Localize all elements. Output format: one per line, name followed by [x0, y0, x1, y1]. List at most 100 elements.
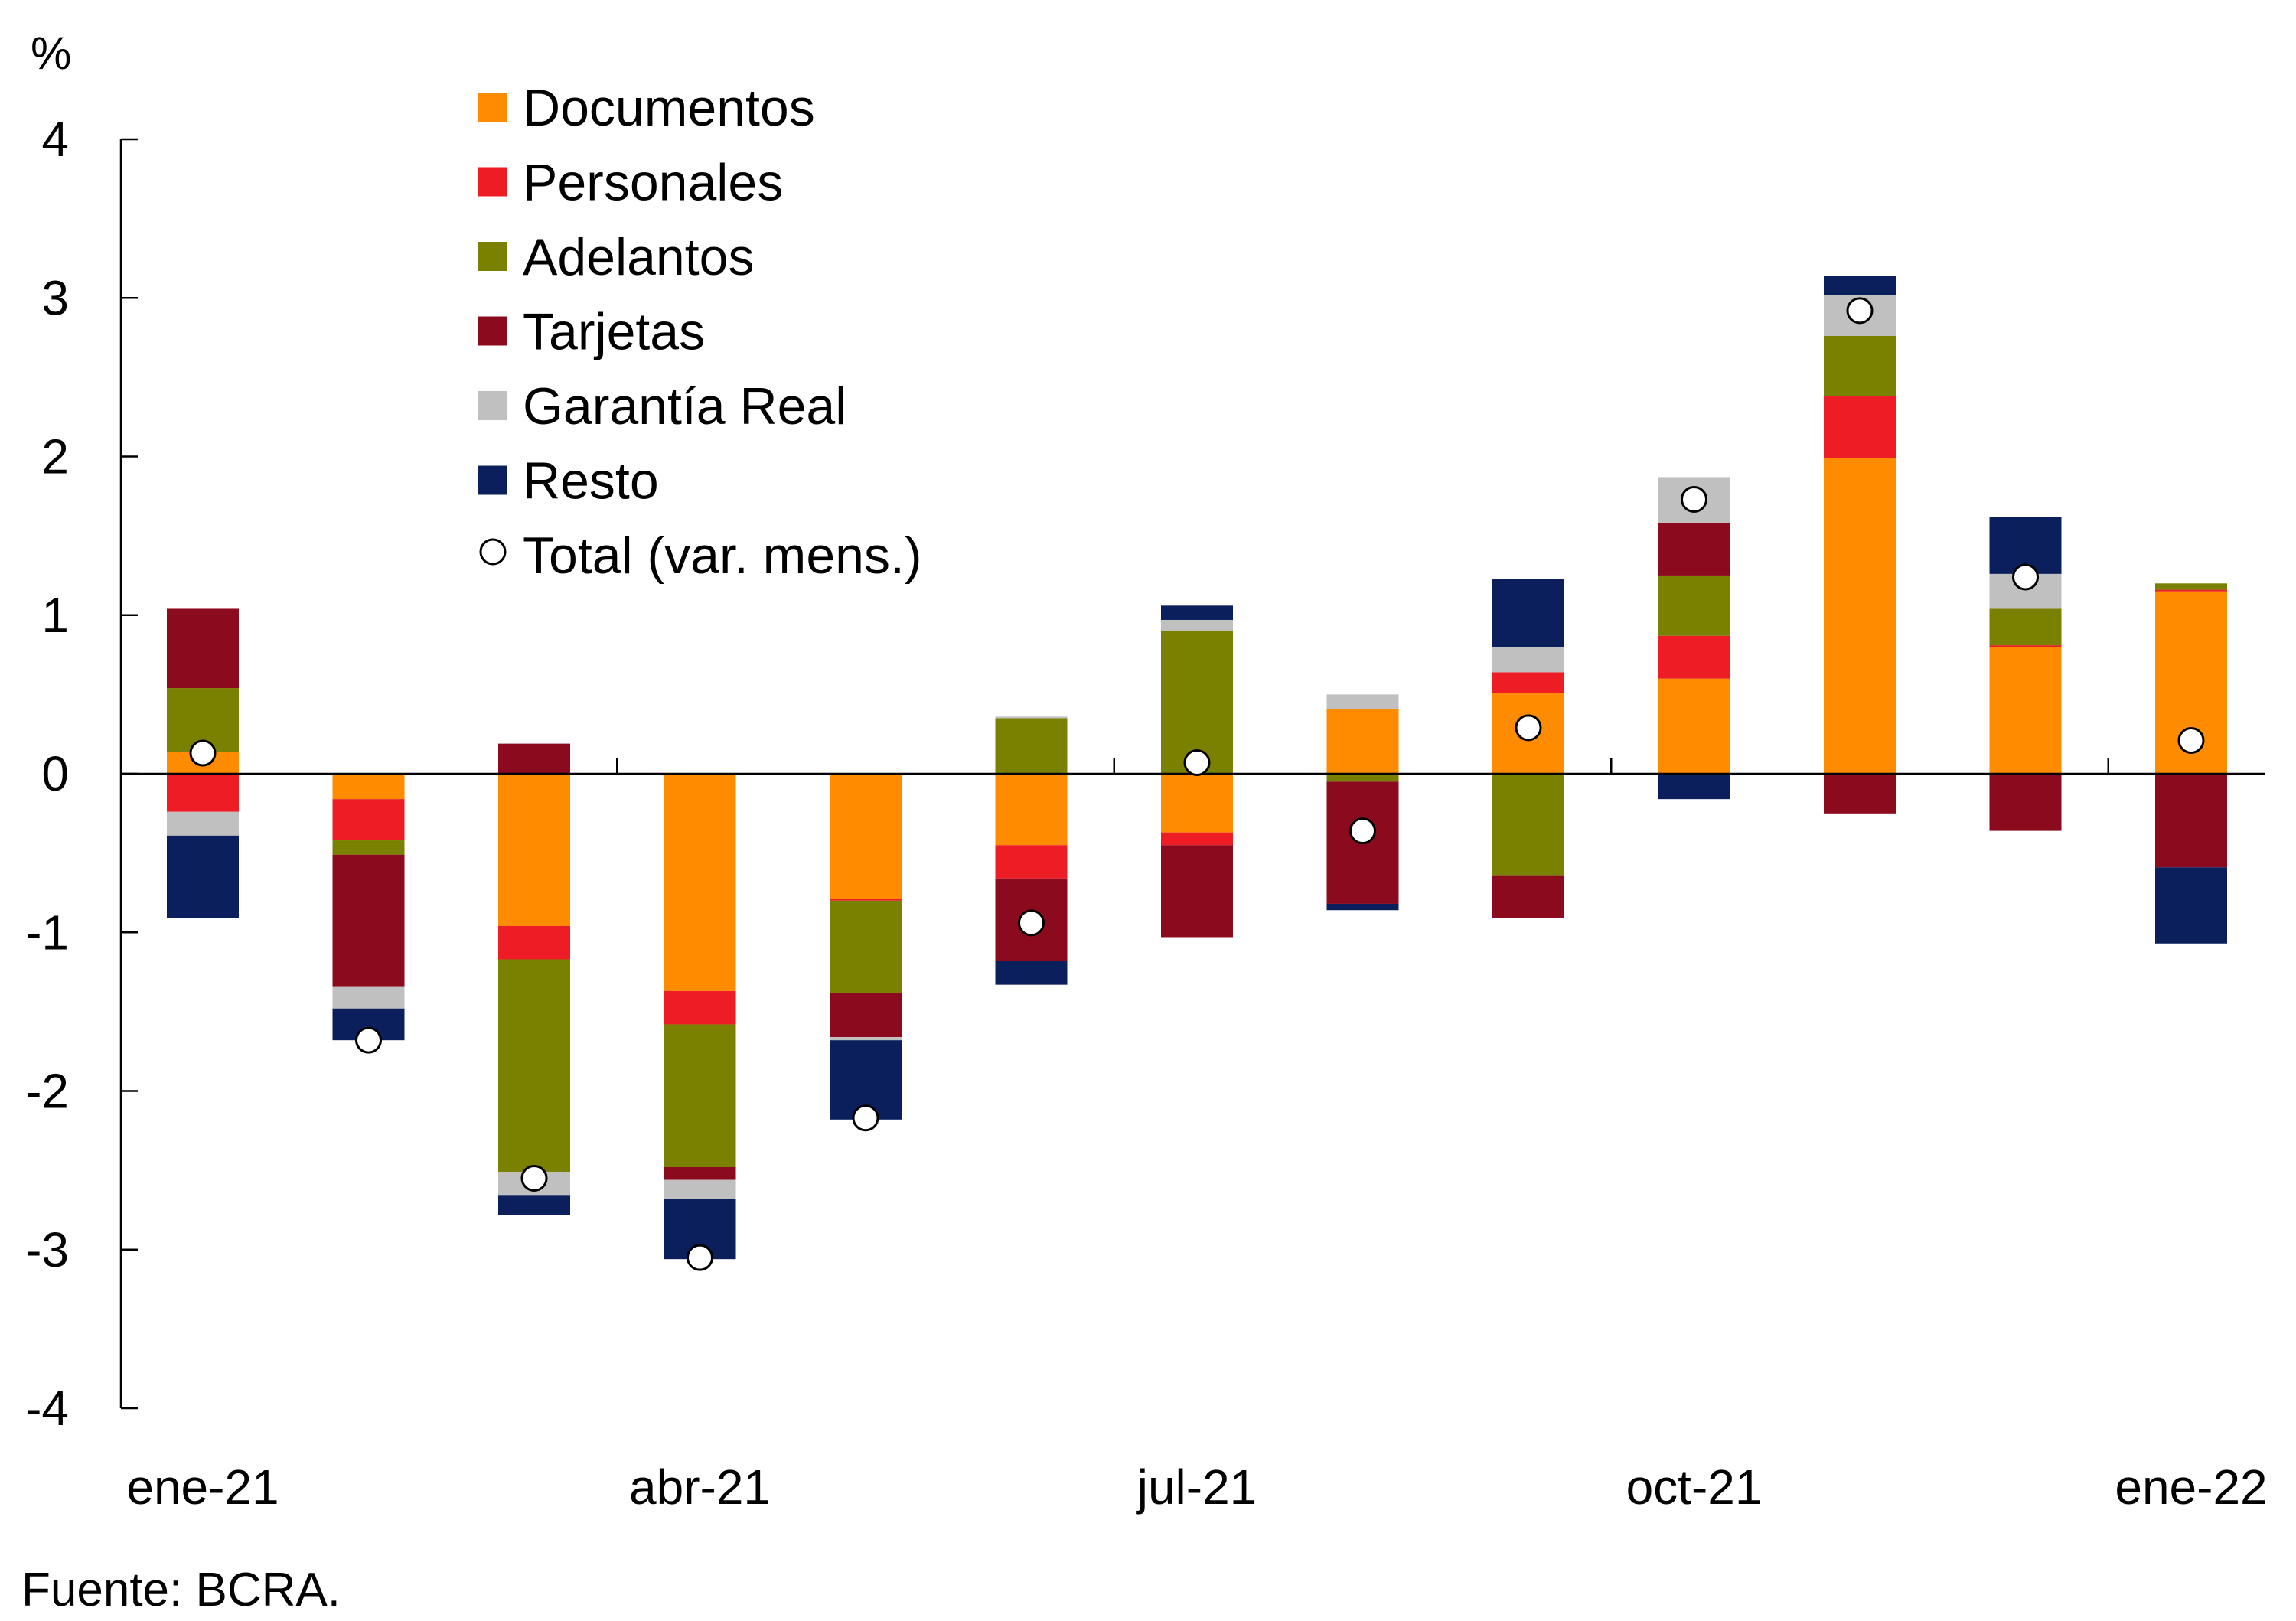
axes-group: 4 3 2 1 0 -1 -2 -3 -4 ene-21 abr-21 jul-21 oct-21 ene… [25, 112, 2268, 1515]
legend: Documentos Personales Adelantos Tarjetas Gar… [478, 79, 922, 585]
y-unit-label: % [31, 28, 71, 79]
bar-documentos-ago-21 [1326, 709, 1399, 774]
bar-tarjetas-ene-22 [2155, 774, 2227, 868]
bar-adelantos-ago-21 [1326, 774, 1399, 782]
bar-documentos-jul-21 [1161, 774, 1233, 833]
bar-tarjetas-sep-21 [1492, 875, 1564, 918]
legend-swatch-personales [478, 167, 507, 197]
total-marker-may-21 [852, 1104, 879, 1132]
bar-tarjetas-feb-21 [332, 854, 405, 987]
bar-garantia-real-sep-21 [1492, 647, 1564, 673]
totals-group [189, 297, 2205, 1271]
bar-adelantos-dic-21 [1989, 608, 2062, 646]
bar-adelantos-feb-21 [332, 840, 405, 855]
bar-tarjetas-jul-21 [1161, 845, 1233, 938]
bar-documentos-mar-21 [498, 774, 570, 926]
bar-personales-sep-21 [1492, 672, 1564, 693]
source-note: Fuente: BCRA. [21, 1564, 341, 1616]
y-tick-label: 2 [41, 429, 69, 484]
bar-resto-sep-21 [1492, 579, 1564, 647]
total-marker-ene-21 [189, 739, 217, 767]
bar-personales-jul-21 [1161, 832, 1233, 846]
bar-adelantos-ene-22 [2155, 583, 2227, 590]
y-tick-label: -2 [25, 1064, 69, 1119]
bar-personales-ene-22 [2155, 589, 2227, 592]
bar-resto-ene-21 [167, 835, 239, 918]
bar-personales-mar-21 [498, 925, 570, 960]
bar-documentos-abr-21 [664, 774, 736, 991]
bar-personales-oct-21 [1658, 635, 1730, 679]
bar-adelantos-mar-21 [498, 959, 570, 1173]
bar-adelantos-abr-21 [664, 1024, 736, 1167]
bar-personales-ene-21 [167, 774, 239, 812]
legend-label-personales: Personales [523, 154, 783, 212]
bar-personales-abr-21 [664, 990, 736, 1025]
total-marker-ago-21 [1349, 817, 1376, 845]
bar-personales-feb-21 [332, 799, 405, 841]
y-tick-label: -3 [25, 1222, 69, 1277]
total-marker-sep-21 [1515, 714, 1542, 742]
bar-documentos-jun-21 [995, 774, 1068, 846]
bar-resto-mar-21 [498, 1195, 570, 1215]
bar-resto-nov-21 [1824, 276, 1896, 295]
y-tick-label: 1 [41, 588, 69, 643]
bar-adelantos-oct-21 [1658, 575, 1730, 636]
legend-swatch-adelantos [478, 242, 507, 271]
legend-swatch-resto [478, 465, 507, 495]
bar-adelantos-nov-21 [1824, 335, 1896, 396]
total-marker-jul-21 [1183, 749, 1211, 776]
legend-label-adelantos: Adelantos [523, 228, 754, 286]
bar-tarjetas-ene-21 [167, 608, 239, 689]
x-tick-label: abr-21 [629, 1460, 771, 1515]
y-tick-label: -1 [25, 905, 69, 960]
x-tick-label: ene-22 [2115, 1460, 2267, 1515]
y-tick-label: 4 [41, 112, 69, 167]
bar-tarjetas-dic-21 [1989, 774, 2062, 831]
total-marker-nov-21 [1846, 297, 1874, 325]
total-marker-mar-21 [520, 1164, 548, 1192]
bar-tarjetas-may-21 [830, 993, 902, 1038]
bars-group [167, 276, 2227, 1260]
bar-personales-dic-21 [1989, 645, 2062, 647]
legend-label-tarjetas: Tarjetas [523, 303, 705, 361]
bar-documentos-may-21 [830, 774, 902, 899]
legend-swatch-tarjetas [478, 316, 507, 346]
bar-adelantos-sep-21 [1492, 774, 1564, 876]
bar-garantia-real-jul-21 [1161, 619, 1233, 631]
bar-resto-jul-21 [1161, 605, 1233, 620]
y-tick-label: 0 [41, 746, 69, 801]
total-marker-oct-21 [1681, 485, 1707, 513]
x-tick-label: jul-21 [1136, 1460, 1257, 1515]
bar-personales-nov-21 [1824, 396, 1896, 458]
bar-resto-ago-21 [1326, 903, 1399, 911]
bar-adelantos-may-21 [830, 900, 902, 993]
x-tick-label: ene-21 [126, 1460, 279, 1515]
total-marker-dic-21 [2012, 563, 2039, 591]
legend-marker-total [479, 538, 507, 566]
bar-personales-may-21 [830, 899, 902, 901]
legend-label-documentos: Documentos [523, 79, 815, 137]
bar-garantia-real-may-21 [830, 1037, 902, 1041]
bar-resto-ene-22 [2155, 867, 2227, 944]
bar-documentos-feb-21 [332, 774, 405, 800]
legend-label-garantia-real: Garantía Real [523, 377, 846, 435]
total-marker-feb-21 [355, 1026, 382, 1054]
legend-label-resto: Resto [523, 452, 659, 510]
x-tick-label: oct-21 [1626, 1460, 1763, 1515]
bar-tarjetas-oct-21 [1658, 523, 1730, 576]
bar-garantia-real-abr-21 [664, 1179, 736, 1199]
bar-garantia-real-jun-21 [995, 716, 1068, 719]
bar-personales-jun-21 [995, 845, 1068, 879]
bar-tarjetas-abr-21 [664, 1166, 736, 1180]
bar-resto-oct-21 [1658, 774, 1730, 800]
total-marker-abr-21 [687, 1244, 713, 1271]
bar-resto-jun-21 [995, 961, 1068, 985]
bar-garantia-real-feb-21 [332, 986, 405, 1009]
y-tick-label: 3 [41, 270, 69, 325]
y-tick-label: -4 [25, 1381, 69, 1436]
bar-adelantos-jun-21 [995, 718, 1068, 774]
bar-documentos-nov-21 [1824, 458, 1896, 774]
bar-garantia-real-ene-21 [167, 811, 239, 836]
total-marker-ene-22 [2177, 726, 2205, 754]
